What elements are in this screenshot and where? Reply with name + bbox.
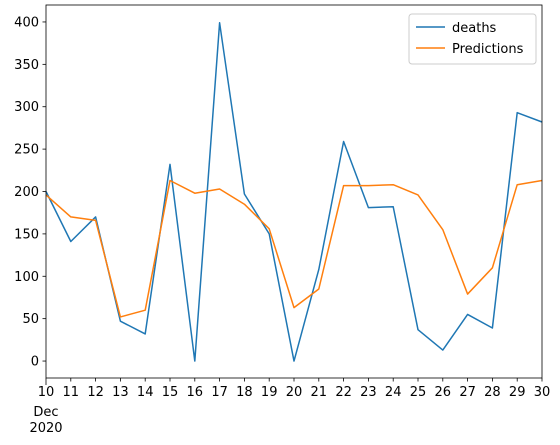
x-tick-label: 28 xyxy=(484,385,501,400)
y-tick-label: 50 xyxy=(22,312,39,327)
y-axis-ticks: 0 50 100 150 200 250 300 350 400 xyxy=(14,15,46,370)
x-tick-label: 25 xyxy=(410,385,427,400)
x-tick-label: 12 xyxy=(87,385,104,400)
legend-predictions-label: Predictions xyxy=(452,42,524,57)
x-tick-label: 11 xyxy=(63,385,80,400)
x-tick-label: 27 xyxy=(459,385,476,400)
y-tick-label: 300 xyxy=(14,100,39,115)
x-tick-label: 24 xyxy=(385,385,402,400)
x-axis-year-label: 2020 xyxy=(29,421,62,436)
y-tick-label: 150 xyxy=(14,227,39,242)
x-tick-label: 30 xyxy=(534,385,551,400)
plot-area xyxy=(46,5,542,378)
y-tick-label: 100 xyxy=(14,270,39,285)
x-tick-label: 10 xyxy=(38,385,55,400)
x-tick-label: 23 xyxy=(360,385,377,400)
series-lines xyxy=(45,22,543,362)
x-axis-ticks: 10 11 12 13 14 15 16 17 18 19 20 21 22 23 24 25 26 27 28 29… xyxy=(38,378,551,400)
x-tick-label: 18 xyxy=(236,385,253,400)
legend-deaths-label: deaths xyxy=(452,21,497,36)
x-tick-label: 22 xyxy=(335,385,352,400)
legend: deaths Predictions xyxy=(408,13,537,65)
x-axis-month-label: Dec xyxy=(33,405,58,420)
x-tick-label: 16 xyxy=(187,385,204,400)
y-tick-label: 350 xyxy=(14,58,39,73)
y-tick-label: 0 xyxy=(31,355,39,370)
x-tick-label: 19 xyxy=(261,385,278,400)
series-line-predictions xyxy=(45,179,543,318)
series-line-deaths xyxy=(45,22,543,362)
x-tick-label: 14 xyxy=(137,385,154,400)
plot-frame xyxy=(45,4,543,379)
y-tick-label: 250 xyxy=(14,143,39,158)
x-tick-label: 20 xyxy=(286,385,303,400)
x-tick-label: 17 xyxy=(211,385,228,400)
x-tick-label: 13 xyxy=(112,385,129,400)
x-tick-label: 26 xyxy=(435,385,452,400)
x-tick-label: 21 xyxy=(311,385,328,400)
x-tick-label: 29 xyxy=(509,385,526,400)
x-tick-label: 15 xyxy=(162,385,179,400)
y-tick-label: 400 xyxy=(14,15,39,30)
y-tick-label: 200 xyxy=(14,185,39,200)
